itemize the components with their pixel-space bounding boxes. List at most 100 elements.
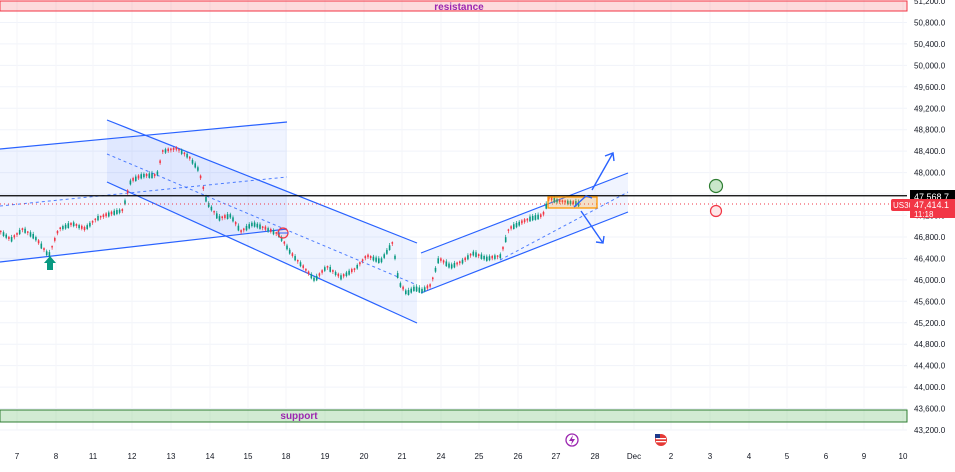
channel-1-upper-line[interactable] [0, 121, 288, 150]
crossed-circle-marker[interactable] [277, 227, 289, 239]
candle[interactable] [0, 230, 2, 235]
candle[interactable] [526, 217, 529, 223]
candle[interactable] [194, 161, 196, 169]
candle[interactable] [207, 201, 210, 209]
candle[interactable] [361, 258, 364, 264]
candle[interactable] [148, 171, 151, 179]
candle[interactable] [302, 264, 304, 270]
candle[interactable] [453, 260, 456, 269]
support-zone[interactable] [0, 409, 908, 423]
candle[interactable] [229, 212, 232, 219]
candle[interactable] [418, 285, 421, 294]
candle[interactable] [353, 267, 356, 273]
candle[interactable] [83, 225, 86, 232]
candle[interactable] [221, 215, 223, 221]
candle[interactable] [13, 234, 16, 240]
candle[interactable] [89, 221, 91, 228]
candle[interactable] [318, 272, 321, 278]
candle[interactable] [102, 213, 105, 219]
candle[interactable] [364, 255, 367, 261]
candle[interactable] [172, 147, 175, 152]
candle[interactable] [224, 213, 226, 220]
candle[interactable] [407, 287, 410, 296]
candle[interactable] [313, 276, 315, 283]
candle[interactable] [569, 199, 572, 206]
candle[interactable] [469, 253, 472, 258]
candle[interactable] [521, 219, 523, 225]
candle[interactable] [472, 249, 475, 257]
candle[interactable] [153, 173, 156, 179]
candle[interactable] [237, 223, 240, 232]
candle[interactable] [48, 249, 51, 258]
candle[interactable] [429, 283, 431, 289]
candle[interactable] [405, 288, 407, 296]
candle[interactable] [518, 220, 520, 227]
candle[interactable] [421, 287, 423, 294]
candle[interactable] [59, 226, 61, 232]
candle[interactable] [488, 254, 491, 262]
candle[interactable] [199, 174, 202, 181]
up-projection-arrow[interactable] [573, 152, 615, 208]
candle[interactable] [5, 233, 7, 240]
candle[interactable] [348, 268, 350, 276]
candle[interactable] [480, 252, 483, 260]
candle[interactable] [545, 201, 547, 210]
channel-2-lower-line[interactable] [106, 181, 418, 324]
candle[interactable] [24, 226, 26, 234]
candle[interactable] [475, 250, 477, 258]
candle[interactable] [426, 284, 429, 291]
candle[interactable] [189, 155, 191, 161]
candle[interactable] [86, 223, 88, 231]
candle[interactable] [137, 174, 140, 181]
candle[interactable] [135, 174, 137, 182]
candle[interactable] [275, 231, 277, 237]
candle[interactable] [523, 217, 526, 224]
candle[interactable] [504, 234, 507, 243]
candle[interactable] [232, 215, 234, 223]
candle[interactable] [70, 222, 72, 228]
candle[interactable] [251, 221, 253, 228]
candle[interactable] [383, 252, 385, 260]
candle[interactable] [164, 147, 167, 154]
candle[interactable] [213, 210, 215, 215]
candle[interactable] [51, 245, 53, 250]
candle[interactable] [345, 270, 348, 278]
candle[interactable] [332, 269, 334, 275]
candle[interactable] [240, 229, 242, 235]
candle[interactable] [496, 254, 499, 260]
candle[interactable] [10, 234, 13, 243]
candle[interactable] [531, 213, 534, 222]
candle[interactable] [272, 228, 275, 236]
candle[interactable] [288, 247, 291, 255]
candle[interactable] [29, 230, 32, 238]
candle[interactable] [307, 270, 310, 276]
candle[interactable] [477, 253, 480, 259]
candle[interactable] [529, 214, 531, 222]
candle[interactable] [94, 218, 97, 223]
candle[interactable] [494, 253, 496, 261]
current-price-label[interactable]: US30 47,414.1 11:18 [891, 199, 955, 219]
bearish-target-circle[interactable] [709, 204, 723, 218]
candle[interactable] [305, 268, 307, 273]
candle[interactable] [434, 266, 437, 273]
candle[interactable] [118, 208, 121, 215]
candle[interactable] [99, 215, 102, 220]
candle[interactable] [558, 198, 561, 204]
buy-arrow-icon[interactable] [44, 256, 56, 270]
candle[interactable] [218, 214, 221, 222]
candle[interactable] [513, 221, 515, 230]
candle[interactable] [283, 240, 286, 246]
candle[interactable] [388, 243, 391, 251]
candle[interactable] [253, 220, 256, 228]
candle[interactable] [315, 273, 318, 282]
resistance-zone[interactable] [0, 0, 908, 12]
candle[interactable] [467, 253, 469, 261]
candle[interactable] [432, 276, 434, 282]
candle[interactable] [483, 254, 485, 261]
candle[interactable] [286, 243, 288, 251]
candle[interactable] [342, 273, 345, 279]
candle[interactable] [297, 259, 299, 264]
candle[interactable] [437, 255, 439, 264]
